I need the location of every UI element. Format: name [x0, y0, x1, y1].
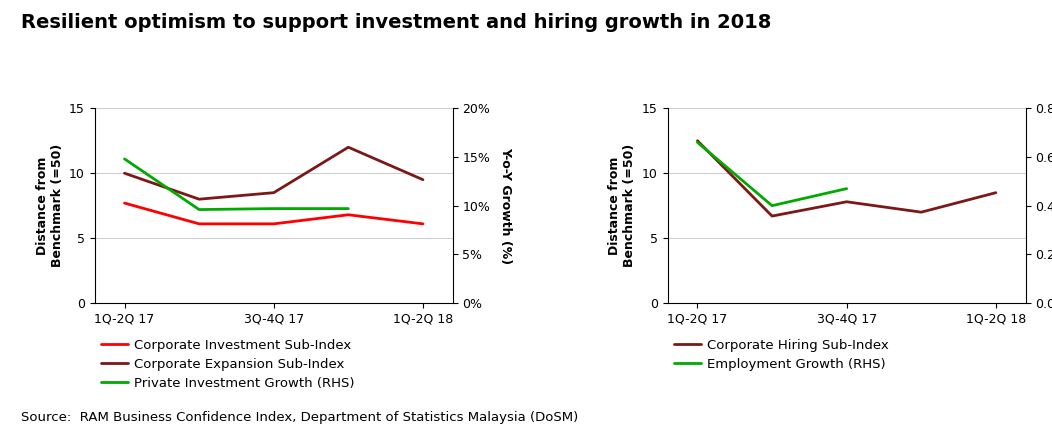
Text: Resilient optimism to support investment and hiring growth in 2018: Resilient optimism to support investment…	[21, 13, 771, 32]
Y-axis label: Y-o-Y Growth (%): Y-o-Y Growth (%)	[499, 147, 511, 264]
Y-axis label: Distance from
Benchmark (=50): Distance from Benchmark (=50)	[608, 144, 636, 267]
Legend: Corporate Hiring Sub-Index, Employment Growth (RHS): Corporate Hiring Sub-Index, Employment G…	[674, 339, 889, 371]
Y-axis label: Distance from
Benchmark (=50): Distance from Benchmark (=50)	[36, 144, 63, 267]
Legend: Corporate Investment Sub-Index, Corporate Expansion Sub-Index, Private Investmen: Corporate Investment Sub-Index, Corporat…	[101, 339, 355, 390]
Text: Source:  RAM Business Confidence Index, Department of Statistics Malaysia (DoSM): Source: RAM Business Confidence Index, D…	[21, 411, 579, 424]
